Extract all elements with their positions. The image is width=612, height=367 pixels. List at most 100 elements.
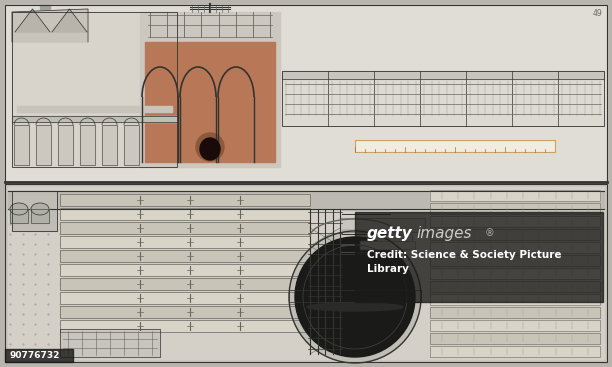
Bar — [430, 229, 600, 240]
Bar — [430, 346, 600, 357]
Bar — [355, 212, 603, 302]
Bar — [8, 187, 604, 359]
Bar — [60, 320, 310, 332]
Bar — [124, 125, 139, 165]
Bar — [60, 264, 310, 276]
Bar — [8, 191, 604, 209]
Text: getty: getty — [367, 226, 412, 241]
Bar — [430, 333, 600, 344]
Bar — [31, 209, 49, 223]
Bar — [430, 242, 600, 253]
Bar — [430, 216, 600, 227]
Bar — [360, 241, 415, 249]
Text: Credit: Science & Society Picture
Library: Credit: Science & Society Picture Librar… — [367, 250, 561, 274]
Bar — [289, 290, 421, 302]
Bar — [12, 191, 57, 231]
Bar — [430, 190, 600, 201]
Text: ®: ® — [485, 228, 494, 238]
Bar — [430, 229, 600, 240]
Bar — [10, 209, 28, 223]
Bar — [60, 320, 310, 332]
Bar — [5, 349, 73, 362]
Bar — [430, 242, 600, 253]
Bar — [124, 125, 139, 165]
Bar — [5, 184, 607, 362]
Bar — [60, 236, 310, 248]
Bar — [5, 5, 607, 182]
Bar — [12, 191, 57, 231]
Bar — [60, 208, 310, 220]
Bar — [12, 12, 177, 167]
Ellipse shape — [307, 303, 403, 311]
Bar — [340, 234, 412, 244]
Bar — [430, 281, 600, 292]
Bar — [102, 125, 117, 165]
Bar — [430, 203, 600, 214]
Bar — [355, 140, 555, 152]
Bar — [60, 236, 310, 248]
Circle shape — [289, 231, 421, 363]
Bar — [60, 264, 310, 276]
Polygon shape — [52, 9, 87, 32]
Ellipse shape — [31, 203, 49, 215]
Bar — [60, 222, 310, 234]
Text: 49: 49 — [592, 9, 602, 18]
Bar — [60, 292, 310, 304]
Bar — [12, 116, 177, 122]
Bar — [14, 125, 29, 165]
Bar — [36, 125, 51, 165]
Bar — [430, 216, 600, 227]
Bar — [80, 125, 95, 165]
Bar — [430, 203, 600, 214]
Bar — [60, 278, 310, 290]
Bar — [430, 268, 600, 279]
Polygon shape — [12, 9, 88, 42]
Bar — [340, 218, 425, 232]
Bar — [102, 125, 117, 165]
Bar — [430, 255, 600, 266]
Text: 90776732: 90776732 — [9, 351, 59, 360]
Bar — [355, 140, 555, 152]
Bar — [60, 306, 310, 318]
Bar — [12, 12, 177, 167]
Bar — [58, 125, 73, 165]
Bar — [60, 292, 310, 304]
Ellipse shape — [196, 133, 224, 161]
Bar — [360, 241, 415, 249]
Bar — [430, 320, 600, 331]
Ellipse shape — [10, 203, 28, 215]
Bar — [60, 194, 310, 206]
Text: images: images — [416, 226, 471, 241]
Bar — [60, 329, 160, 357]
Bar — [60, 194, 310, 206]
Bar — [60, 208, 310, 220]
Polygon shape — [15, 9, 50, 32]
Bar — [340, 234, 412, 244]
Bar — [430, 294, 600, 305]
Circle shape — [295, 237, 415, 357]
Bar — [430, 190, 600, 201]
Ellipse shape — [200, 138, 220, 160]
Bar — [5, 5, 607, 182]
Bar — [60, 278, 310, 290]
Bar — [282, 71, 604, 126]
Bar — [430, 268, 600, 279]
Bar — [80, 125, 95, 165]
Bar — [60, 306, 310, 318]
Bar — [58, 125, 73, 165]
Bar — [282, 71, 604, 126]
Bar — [31, 209, 49, 223]
Bar — [430, 255, 600, 266]
Bar — [430, 333, 600, 344]
Bar — [289, 290, 421, 302]
Bar — [5, 184, 607, 362]
Bar — [430, 307, 600, 318]
Bar — [282, 71, 604, 79]
Bar — [40, 5, 50, 9]
Bar — [60, 329, 160, 357]
Bar — [340, 218, 425, 232]
Bar — [430, 307, 600, 318]
Bar — [340, 245, 400, 252]
Bar — [60, 250, 310, 262]
Bar — [340, 245, 400, 252]
